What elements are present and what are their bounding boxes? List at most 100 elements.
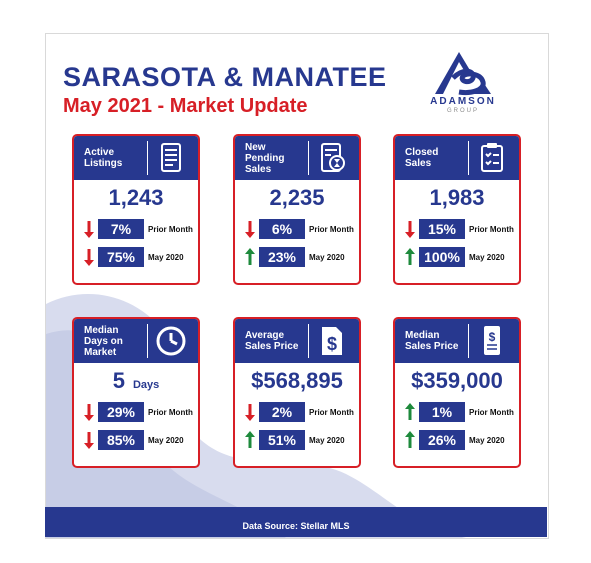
tile-label-line: Median (84, 324, 119, 336)
adamson-wave-logo-icon (435, 52, 491, 95)
change-percent: 29% (98, 402, 144, 422)
tile-value: 5 Days (74, 368, 198, 395)
tile-value-number: 1,243 (108, 185, 164, 210)
arrow-down-icon (82, 402, 96, 422)
change-percent: 1% (419, 402, 465, 422)
tile-value-number: $568,895 (251, 368, 343, 393)
tile-value: 2,235 (235, 185, 359, 212)
data-source-text: Data Source: Stellar MLS (242, 521, 350, 531)
change-row: 2% Prior Month (243, 401, 359, 423)
svg-text:$: $ (327, 334, 337, 354)
clipboard-check-icon (468, 141, 509, 175)
change-percent: 23% (259, 247, 305, 267)
tile-header: New Pending Sales (235, 136, 359, 180)
stat-tile: New Pending Sales 2,235 6% Prior Month 23%… (233, 134, 361, 285)
arrow-up-icon (403, 430, 417, 450)
tile-label-line: New (245, 141, 266, 153)
tile-label-line: Sales Price (245, 341, 299, 352)
tile-value: 1,243 (74, 185, 198, 212)
change-row: 85% May 2020 (82, 429, 198, 451)
tile-label-line: Closed (405, 147, 439, 158)
tile-label-line: Sales Price (405, 341, 459, 352)
tile-label: Closed Sales (405, 147, 465, 169)
arrow-down-icon (82, 247, 96, 267)
adamson-logo: ADAMSON GROUP (413, 48, 513, 116)
dollar-document-icon: $ (308, 324, 349, 358)
arrow-down-icon (82, 430, 96, 450)
tile-label-line: Average (245, 330, 285, 341)
tile-label-line: Market (84, 346, 117, 358)
listing-scroll-icon (147, 141, 188, 175)
tile-value-unit: Days (132, 379, 160, 391)
tile-header: Active Listings (74, 136, 198, 180)
tile-value-number: 2,235 (269, 185, 325, 210)
change-row: 15% Prior Month (403, 218, 519, 240)
tile-label: New Pending Sales (245, 142, 305, 175)
clock-icon (147, 324, 188, 358)
footer-bar: Data Source: Stellar MLS (45, 507, 547, 537)
change-period: May 2020 (309, 435, 345, 445)
tile-label-line: Days on (84, 335, 123, 347)
change-percent: 85% (98, 430, 144, 450)
tile-header: Median Days on Market (74, 319, 198, 363)
tile-value: $359,000 (395, 368, 519, 395)
arrow-up-icon (403, 402, 417, 422)
tile-value-number: 1,983 (429, 185, 485, 210)
tile-label-line: Sales (245, 163, 272, 175)
change-row: 23% May 2020 (243, 246, 359, 268)
arrow-down-icon (82, 219, 96, 239)
tile-value: 1,983 (395, 185, 519, 212)
tile-label-line: Sales (405, 158, 432, 169)
change-period: Prior Month (148, 224, 193, 234)
change-period: May 2020 (148, 435, 184, 445)
change-percent: 26% (419, 430, 465, 450)
logo-name: ADAMSON (430, 96, 496, 107)
change-row: 7% Prior Month (82, 218, 198, 240)
tile-header: Closed Sales (395, 136, 519, 180)
tile-value: $568,895 (235, 368, 359, 395)
tile-label: Average Sales Price (245, 330, 305, 352)
stat-tile: Median Days on Market 5 Days 29% Prior Mont… (72, 317, 200, 468)
change-row: 75% May 2020 (82, 246, 198, 268)
tile-value-number: 5 (112, 368, 125, 393)
tile-value-number: $359,000 (411, 368, 503, 393)
change-percent: 15% (419, 219, 465, 239)
change-percent: 2% (259, 402, 305, 422)
tile-label: Median Days on Market (84, 325, 144, 358)
change-percent: 51% (259, 430, 305, 450)
change-row: 51% May 2020 (243, 429, 359, 451)
arrow-down-icon (403, 219, 417, 239)
change-period: May 2020 (148, 252, 184, 262)
change-period: Prior Month (309, 224, 354, 234)
change-row: 6% Prior Month (243, 218, 359, 240)
tile-label-line: Active (84, 147, 115, 158)
arrow-up-icon (243, 247, 257, 267)
change-period: Prior Month (148, 407, 193, 417)
dollar-receipt-icon: $ (468, 324, 509, 358)
arrow-up-icon (403, 247, 417, 267)
tile-label: Median Sales Price (405, 330, 465, 352)
change-row: 1% Prior Month (403, 401, 519, 423)
tile-label-line: Median (405, 330, 440, 341)
change-period: May 2020 (469, 252, 505, 262)
tile-label-line: Pending (245, 152, 285, 164)
page-title: SARASOTA & MANATEE (63, 62, 387, 92)
arrow-down-icon (243, 219, 257, 239)
tile-label: Active Listings (84, 147, 144, 169)
change-row: 29% Prior Month (82, 401, 198, 423)
logo-sub: GROUP (446, 108, 479, 114)
change-period: May 2020 (469, 435, 505, 445)
change-percent: 6% (259, 219, 305, 239)
stat-tile: Active Listings 1,243 7% Prior Month 75% … (72, 134, 200, 285)
tile-label-line: Listings (84, 158, 123, 169)
stat-tile: Median Sales Price $ $359,000 1% Prior Mo… (393, 317, 521, 468)
page-subtitle: May 2021 - Market Update (63, 95, 308, 117)
svg-text:$: $ (489, 330, 496, 344)
change-period: Prior Month (469, 407, 514, 417)
change-period: Prior Month (469, 224, 514, 234)
change-period: May 2020 (309, 252, 345, 262)
change-percent: 75% (98, 247, 144, 267)
change-row: 100% May 2020 (403, 246, 519, 268)
arrow-up-icon (243, 430, 257, 450)
tile-header: Median Sales Price $ (395, 319, 519, 363)
